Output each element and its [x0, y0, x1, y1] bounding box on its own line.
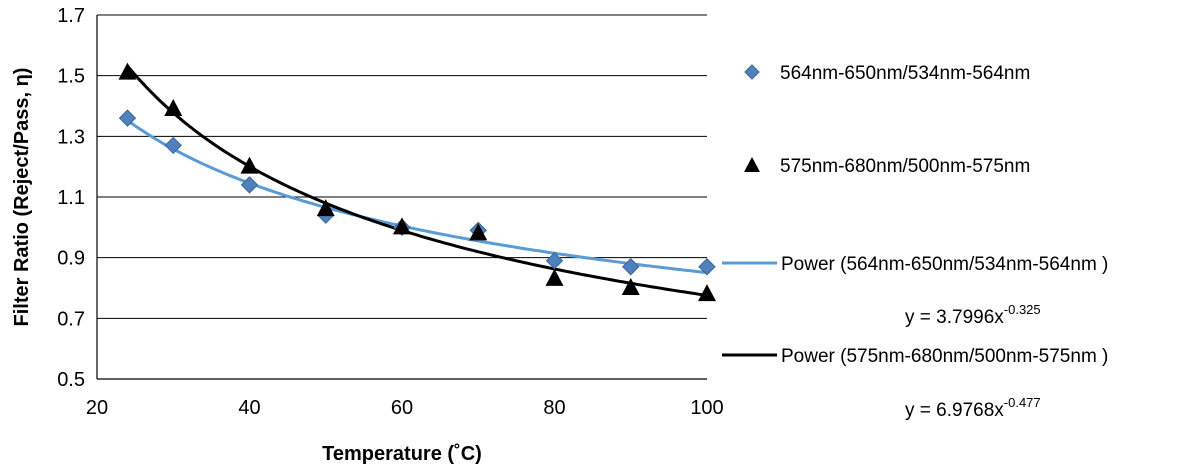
data-point-triangle [393, 217, 411, 235]
x-tick-label: 80 [543, 397, 565, 419]
y-tick-label: 0.5 [57, 369, 85, 391]
data-point-diamond [545, 251, 564, 270]
tick-labels: 0.5 0.7 0.9 1.1 1.3 1.5 1.7 20 40 60 80 100 [57, 5, 724, 419]
data-point-triangle [621, 278, 640, 295]
legend-marker-diamond [744, 64, 760, 80]
data-point-triangle [316, 199, 335, 217]
data-point-triangle [118, 62, 137, 80]
trend-1-equation-exponent: -0.325 [1004, 302, 1041, 317]
y-tick-label: 1.3 [57, 126, 85, 148]
data-point-diamond [240, 176, 259, 194]
legend-label-series-2: 575nm-680nm/500nm-575nm [780, 156, 1030, 177]
y-tick-label: 0.7 [57, 308, 85, 330]
trend-2-equation-exponent: -0.477 [1004, 395, 1041, 410]
x-tick-label: 60 [391, 397, 413, 419]
legend-label-series-1: 564nm-650nm/534nm-564nm [780, 63, 1030, 84]
y-tick-label: 1.7 [57, 5, 85, 27]
data-point-triangle [164, 99, 183, 117]
x-tick-label: 20 [86, 397, 108, 419]
trend-1-equation: y = 3.7996x-0.325 [905, 302, 1041, 328]
gridlines [97, 14, 707, 319]
trend-2-equation-base: y = 6.9768x [905, 400, 1004, 421]
trend-1-equation-base: y = 3.7996x [905, 307, 1004, 328]
data-point-diamond [118, 109, 137, 127]
data-point-diamond [164, 136, 182, 155]
data-point-triangle [698, 284, 716, 302]
trendline-1 [126, 119, 708, 275]
x-tick-label: 40 [238, 397, 260, 419]
y-tick-label: 1.1 [57, 187, 85, 209]
x-axis-title: Temperature (˚C) [322, 442, 482, 465]
y-tick-label: 1.5 [57, 66, 85, 88]
y-tick-label: 0.9 [57, 248, 85, 270]
legend: 564nm-650nm/534nm-564nm 575nm-680nm/500n… [722, 63, 1108, 421]
data-point-triangle [545, 268, 564, 286]
legend-marker-triangle [744, 157, 760, 172]
data-markers [118, 62, 716, 302]
data-point-diamond [622, 258, 640, 276]
data-point-triangle [240, 156, 259, 174]
data-point-triangle [469, 223, 488, 241]
x-tick-label: 100 [690, 397, 723, 419]
legend-label-trend-2: Power (575nm-680nm/500nm-575nm ) [781, 346, 1108, 367]
trend-2-equation: y = 6.9768x-0.477 [905, 395, 1041, 421]
trendlines [126, 64, 708, 297]
trendline-2 [126, 64, 708, 297]
axes [96, 15, 707, 380]
data-point-diamond [698, 258, 716, 276]
legend-label-trend-1: Power (564nm-650nm/534nm-564nm ) [781, 254, 1108, 275]
y-axis-title: Filter Ratio (Reject/Pass, η) [11, 68, 33, 327]
